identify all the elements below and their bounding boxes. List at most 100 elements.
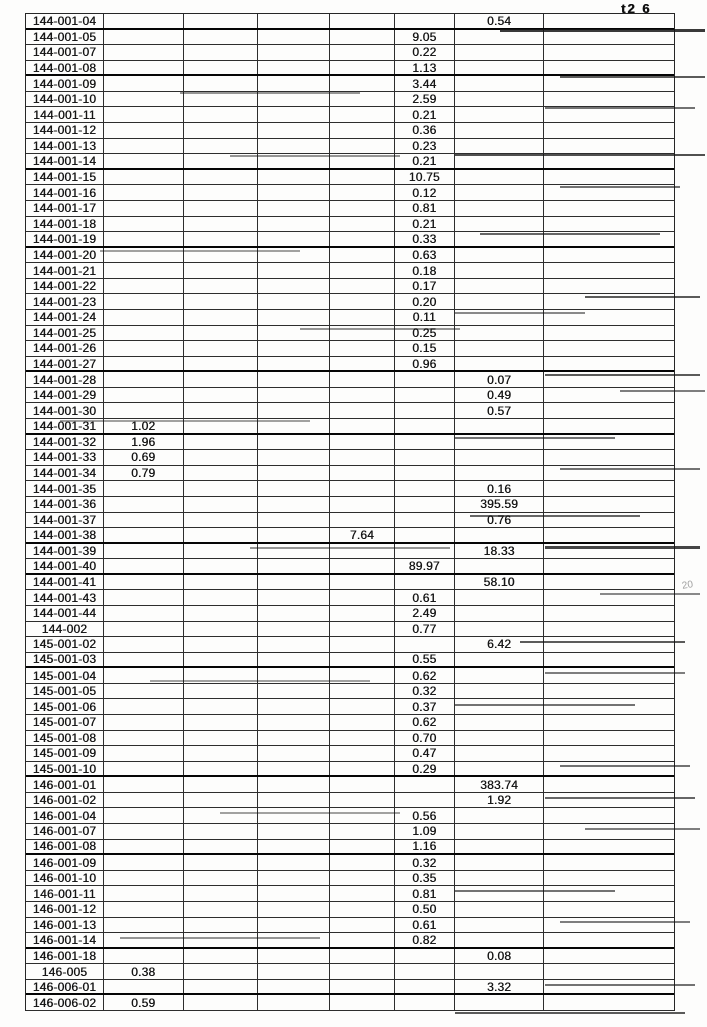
value-cell <box>184 154 259 168</box>
page-header-mark: t2 6 <box>621 1 652 16</box>
table-row: 144-001-25 0.25 <box>26 325 674 342</box>
row-id-cell: 144-001-36 <box>26 496 104 512</box>
value-cell <box>395 637 455 652</box>
value-cell <box>104 948 184 964</box>
value-cell: 395.59 <box>455 496 545 512</box>
value-cell <box>330 886 395 901</box>
value-cell <box>104 185 184 200</box>
value-cell <box>104 91 184 107</box>
value-cell <box>544 746 674 761</box>
value-cell <box>455 824 545 839</box>
value-cell <box>330 855 395 870</box>
value-cell <box>104 403 184 419</box>
value-cell <box>258 870 331 886</box>
value-cell: 1.16 <box>395 839 455 854</box>
value-cell: 1.92 <box>455 792 545 808</box>
value-cell <box>330 29 395 45</box>
row-id-cell: 145-001-03 <box>26 652 104 667</box>
value-cell: 58.10 <box>455 574 545 590</box>
table-row: 146-001-10 0.35 <box>26 870 674 887</box>
table-row: 144-001-41 58.10 <box>26 574 674 591</box>
value-cell <box>330 933 395 947</box>
value-cell <box>184 761 259 776</box>
table-row: 144-001-44 2.49 <box>26 605 674 622</box>
value-cell: 7.64 <box>330 528 395 542</box>
value-cell: 3.32 <box>455 979 545 994</box>
table-row: 145-001-08 0.70 <box>26 730 674 747</box>
value-cell <box>544 388 674 403</box>
row-id-cell: 146-001-13 <box>26 917 104 933</box>
value-cell: 0.35 <box>395 870 455 886</box>
table-row: 144-001-37 0.76 <box>26 512 674 529</box>
value-cell <box>455 715 545 730</box>
value-cell <box>330 107 395 123</box>
value-cell <box>104 715 184 730</box>
value-cell <box>330 590 395 605</box>
value-cell <box>104 559 184 573</box>
value-cell <box>184 419 259 433</box>
value-cell <box>104 590 184 605</box>
value-cell <box>104 372 184 387</box>
value-cell <box>184 341 259 356</box>
value-cell <box>395 964 455 979</box>
value-cell <box>104 169 184 185</box>
value-cell: 0.15 <box>395 341 455 356</box>
table-row: 146-006-02 0.59 <box>26 995 674 1011</box>
value-cell <box>104 294 184 309</box>
row-id-cell: 145-001-09 <box>26 746 104 761</box>
table-row: 144-001-35 0.16 <box>26 481 674 497</box>
value-cell <box>544 263 674 278</box>
row-id-cell: 144-001-18 <box>26 216 104 232</box>
value-cell <box>258 356 331 371</box>
value-cell <box>258 91 331 107</box>
value-cell <box>330 995 395 1010</box>
value-cell <box>330 465 395 481</box>
value-cell <box>104 933 184 947</box>
value-cell: 0.96 <box>395 356 455 371</box>
value-cell <box>544 528 674 542</box>
value-cell: 0.70 <box>395 730 455 746</box>
value-cell <box>395 481 455 496</box>
table-row: 146-001-11 0.81 <box>26 886 674 902</box>
value-cell <box>184 683 259 699</box>
value-cell <box>544 14 674 28</box>
value-cell <box>104 341 184 356</box>
value-cell <box>330 699 395 715</box>
value-cell <box>544 762 674 776</box>
table-row: 144-001-28 0.07 <box>26 372 674 388</box>
value-cell <box>258 559 331 573</box>
value-cell <box>455 434 545 450</box>
row-id-cell: 145-001-10 <box>26 761 104 776</box>
value-cell <box>455 746 545 761</box>
value-cell <box>544 435 674 450</box>
row-id-cell: 146-001-14 <box>26 933 104 947</box>
value-cell <box>330 232 395 246</box>
row-id-cell: 146-001-02 <box>26 792 104 808</box>
value-cell <box>455 855 545 870</box>
value-cell <box>258 652 331 667</box>
table-row: 144-001-17 0.81 <box>26 200 674 217</box>
value-cell: 1.96 <box>104 434 184 450</box>
value-cell <box>104 574 184 590</box>
value-cell <box>544 668 674 683</box>
value-cell <box>544 513 674 528</box>
row-id-cell: 144-001-04 <box>26 14 104 28</box>
value-cell <box>330 60 395 75</box>
value-cell <box>184 91 259 107</box>
row-id-cell: 144-001-20 <box>26 247 104 263</box>
value-cell <box>104 808 184 824</box>
table-row: 146-001-01 383.74 <box>26 777 674 793</box>
value-cell <box>544 139 674 154</box>
value-cell <box>544 30 674 45</box>
value-cell <box>455 91 545 107</box>
value-cell <box>455 138 545 154</box>
value-cell <box>395 387 455 403</box>
value-cell <box>395 434 455 450</box>
value-cell <box>395 995 455 1010</box>
value-cell <box>258 777 331 792</box>
row-id-cell: 144-001-27 <box>26 356 104 371</box>
value-cell <box>544 248 674 263</box>
row-id-cell: 145-001-06 <box>26 699 104 715</box>
value-cell: 0.59 <box>104 995 184 1010</box>
value-cell <box>544 294 674 309</box>
